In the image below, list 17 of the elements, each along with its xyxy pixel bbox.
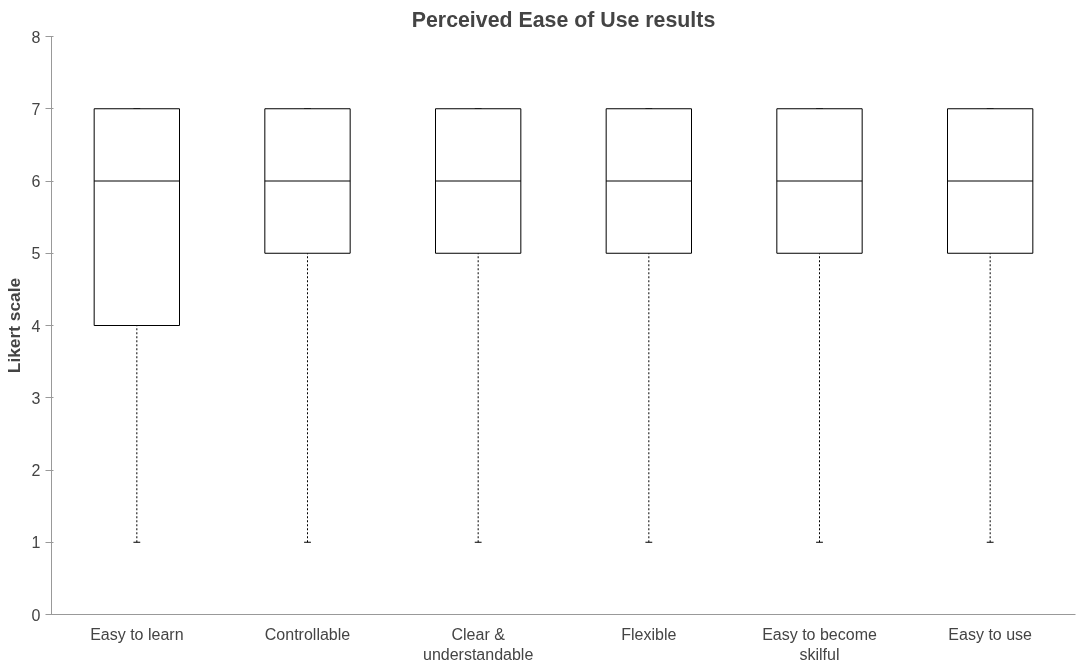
x-tick-label: Easy to use	[948, 625, 1033, 643]
y-tick-label: 5	[31, 245, 41, 263]
x-tick-label: Controllable	[264, 625, 351, 643]
y-tick-label: 6	[31, 173, 41, 190]
y-tick-label: 2	[31, 462, 41, 479]
y-tick-label: 7	[31, 100, 41, 118]
y-tick-label: 3	[31, 389, 41, 407]
x-tick-label: Easy to become skilful	[762, 625, 877, 663]
y-axis-title: Likert scale	[3, 277, 24, 374]
x-tick-label: Flexible	[621, 625, 677, 643]
x-tick-label: Clear & understandable	[423, 625, 534, 663]
y-tick-label: 8	[31, 28, 41, 46]
chart-title: Perceived Ease of Use results	[411, 7, 716, 32]
y-tick-label: 4	[31, 317, 41, 335]
x-tick-label: Easy to learn	[90, 625, 184, 643]
y-tick-label: 0	[31, 606, 41, 624]
y-tick-label: 1	[31, 534, 41, 552]
